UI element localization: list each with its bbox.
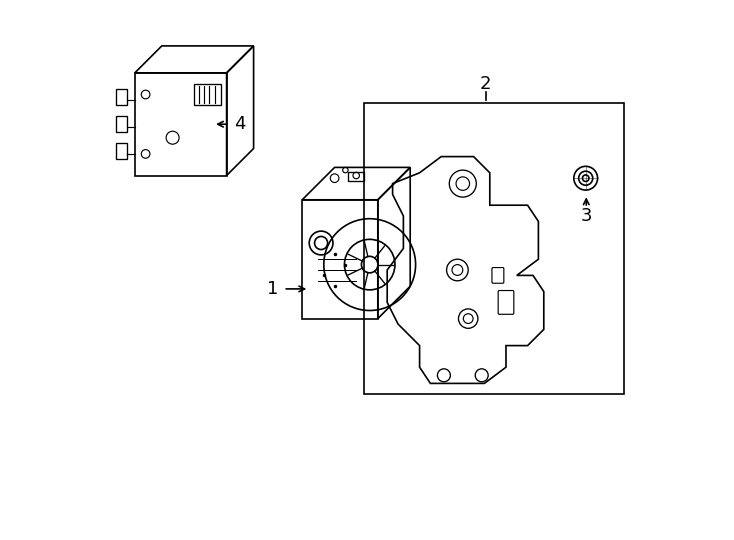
Text: 4: 4 bbox=[234, 115, 246, 133]
Bar bbox=[364, 103, 623, 394]
Text: 3: 3 bbox=[581, 207, 592, 225]
Text: 2: 2 bbox=[480, 75, 492, 93]
Text: 1: 1 bbox=[267, 280, 278, 298]
